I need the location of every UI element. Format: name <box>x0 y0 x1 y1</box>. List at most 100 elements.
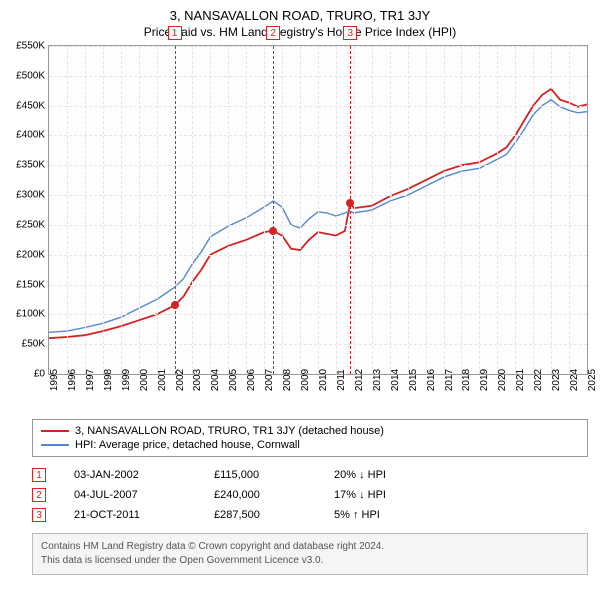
gridline <box>408 46 409 374</box>
sale-dot <box>269 227 277 235</box>
sale-date: 03-JAN-2002 <box>74 469 214 481</box>
y-axis-label: £150K <box>16 279 45 290</box>
sale-diff: 5% ↑ HPI <box>334 509 434 521</box>
gridline <box>85 46 86 374</box>
sale-price: £287,500 <box>214 509 334 521</box>
gridline <box>300 46 301 374</box>
y-axis-label: £50K <box>22 339 45 350</box>
x-axis-label: 2003 <box>192 369 203 391</box>
x-axis-label: 1996 <box>67 369 78 391</box>
x-axis-label: 2011 <box>336 369 347 391</box>
y-axis-label: £300K <box>16 190 45 201</box>
gridline <box>497 46 498 374</box>
gridline <box>569 46 570 374</box>
x-axis-label: 2008 <box>282 369 293 391</box>
title-main: 3, NANSAVALLON ROAD, TRURO, TR1 3JY <box>0 0 600 23</box>
sale-marker-box: 3 <box>343 26 357 40</box>
sale-dot <box>171 301 179 309</box>
y-axis-label: £0 <box>34 369 45 380</box>
x-axis-label: 2012 <box>354 369 365 391</box>
legend-label: HPI: Average price, detached house, Corn… <box>75 439 300 451</box>
x-axis-label: 2013 <box>372 369 383 391</box>
x-axis-label: 2006 <box>246 369 257 391</box>
x-axis-label: 1995 <box>49 369 60 391</box>
y-axis-label: £500K <box>16 70 45 81</box>
x-axis-label: 1997 <box>85 369 96 391</box>
legend-swatch <box>41 430 69 432</box>
y-axis-label: £450K <box>16 100 45 111</box>
sales-table: 1 03-JAN-2002 £115,000 20% ↓ HPI 2 04-JU… <box>32 465 588 525</box>
legend-box: 3, NANSAVALLON ROAD, TRURO, TR1 3JY (det… <box>32 419 588 457</box>
x-axis-label: 2025 <box>587 369 598 391</box>
y-axis-label: £100K <box>16 309 45 320</box>
x-axis-label: 2014 <box>390 369 401 391</box>
x-axis-label: 2020 <box>497 369 508 391</box>
y-axis-label: £550K <box>16 41 45 52</box>
x-axis-label: 2015 <box>408 369 419 391</box>
sale-dot <box>346 199 354 207</box>
x-axis-label: 2001 <box>157 369 168 391</box>
x-axis-label: 2000 <box>139 369 150 391</box>
sale-vertical-line <box>175 46 176 374</box>
chart-plot-area: £0£50K£100K£150K£200K£250K£300K£350K£400… <box>48 45 588 375</box>
x-axis-label: 2023 <box>551 369 562 391</box>
x-axis-label: 2004 <box>210 369 221 391</box>
gridline <box>139 46 140 374</box>
x-axis-label: 2022 <box>533 369 544 391</box>
x-axis-label: 2010 <box>318 369 329 391</box>
sales-row: 1 03-JAN-2002 £115,000 20% ↓ HPI <box>32 465 588 485</box>
gridline <box>372 46 373 374</box>
gridline <box>515 46 516 374</box>
sale-date: 04-JUL-2007 <box>74 489 214 501</box>
x-axis-label: 2018 <box>461 369 472 391</box>
x-axis-label: 2017 <box>444 369 455 391</box>
sale-price: £240,000 <box>214 489 334 501</box>
x-axis-label: 2002 <box>175 369 186 391</box>
sale-vertical-line <box>350 46 351 374</box>
x-axis-label: 1998 <box>103 369 114 391</box>
sale-vertical-line <box>273 46 274 374</box>
gridline <box>157 46 158 374</box>
x-axis-label: 2016 <box>426 369 437 391</box>
gridline <box>551 46 552 374</box>
x-axis-label: 2024 <box>569 369 580 391</box>
legend-item-property: 3, NANSAVALLON ROAD, TRURO, TR1 3JY (det… <box>41 424 579 438</box>
gridline <box>336 46 337 374</box>
sale-marker-box: 2 <box>266 26 280 40</box>
sale-date: 21-OCT-2011 <box>74 509 214 521</box>
gridline <box>318 46 319 374</box>
gridline <box>533 46 534 374</box>
title-sub: Price paid vs. HM Land Registry's House … <box>0 23 600 45</box>
x-axis-label: 2009 <box>300 369 311 391</box>
gridline <box>246 46 247 374</box>
gridline <box>228 46 229 374</box>
gridline <box>210 46 211 374</box>
sale-marker-icon: 2 <box>32 488 46 502</box>
gridline <box>354 46 355 374</box>
y-axis-label: £400K <box>16 130 45 141</box>
gridline <box>282 46 283 374</box>
footer-box: Contains HM Land Registry data © Crown c… <box>32 533 588 575</box>
x-axis-label: 2005 <box>228 369 239 391</box>
gridline <box>444 46 445 374</box>
legend-swatch <box>41 444 69 446</box>
gridline <box>390 46 391 374</box>
sale-diff: 17% ↓ HPI <box>334 489 434 501</box>
gridline <box>264 46 265 374</box>
page-root: 3, NANSAVALLON ROAD, TRURO, TR1 3JY Pric… <box>0 0 600 590</box>
gridline <box>67 46 68 374</box>
y-axis-label: £250K <box>16 219 45 230</box>
x-axis-label: 2019 <box>479 369 490 391</box>
gridline <box>103 46 104 374</box>
legend-item-hpi: HPI: Average price, detached house, Corn… <box>41 438 579 452</box>
gridline <box>426 46 427 374</box>
footer-line: This data is licensed under the Open Gov… <box>41 554 579 568</box>
gridline <box>479 46 480 374</box>
gridline <box>121 46 122 374</box>
y-axis-label: £350K <box>16 160 45 171</box>
sales-row: 3 21-OCT-2011 £287,500 5% ↑ HPI <box>32 505 588 525</box>
sale-marker-icon: 3 <box>32 508 46 522</box>
y-axis-label: £200K <box>16 249 45 260</box>
sale-price: £115,000 <box>214 469 334 481</box>
legend-label: 3, NANSAVALLON ROAD, TRURO, TR1 3JY (det… <box>75 425 384 437</box>
